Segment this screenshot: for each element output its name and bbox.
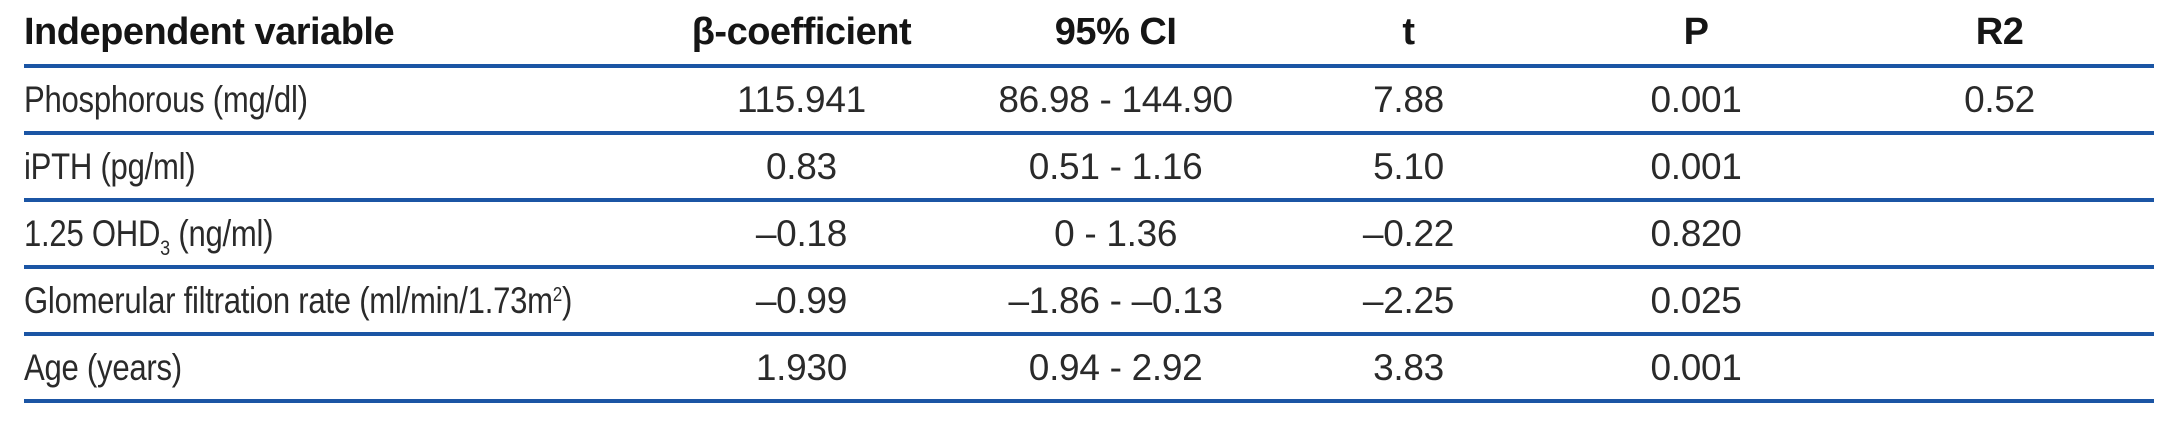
table-cell: 7.88 [1270, 66, 1547, 135]
table-cell [1845, 267, 2154, 336]
table-cell: –1.86 - –0.13 [961, 267, 1271, 336]
text-segment: (ng/ml) [169, 212, 274, 254]
table-cell: 0.820 [1546, 200, 1846, 269]
table-cell: 0 - 1.36 [961, 200, 1271, 269]
table-cell: 0.001 [1546, 66, 1846, 135]
variable-label: Glomerular filtration rate (ml/min/1.73m… [24, 280, 572, 322]
table-cell: 0.83 [641, 133, 962, 202]
column-header-independent-variable: Independent variable [24, 0, 642, 68]
table-row: Phosphorous (mg/dl) 115.941 86.98 - 144.90… [24, 66, 2154, 135]
variable-label: Phosphorous (mg/dl) [24, 78, 308, 120]
table-cell: Glomerular filtration rate (ml/min/1.73m… [24, 267, 642, 336]
superscript-text: 2 [552, 284, 563, 307]
table-cell: Age (years) [24, 334, 642, 403]
table-cell: 0.025 [1546, 267, 1846, 336]
table-cell: 5.10 [1270, 133, 1547, 202]
subscript-text: 3 [160, 236, 170, 261]
table-row: 1.25 OHD3 (ng/ml) –0.18 0 - 1.36 –0.22 0.820 [24, 200, 2154, 269]
table-cell: 0.001 [1546, 334, 1846, 403]
column-header-r2: R2 [1845, 0, 2154, 68]
column-header-beta-coefficient: β-coefficient [641, 0, 962, 68]
table-row: iPTH (pg/ml) 0.83 0.51 - 1.16 5.10 0.001 [24, 133, 2154, 202]
table-cell: iPTH (pg/ml) [24, 133, 642, 202]
table-cell: 1.930 [641, 334, 962, 403]
table-cell [1845, 334, 2154, 403]
table-header: Independent variable β-coefficient 95% C… [24, 0, 2154, 68]
table-cell: 3.83 [1270, 334, 1547, 403]
table-cell: 86.98 - 144.90 [961, 66, 1271, 135]
text-segment: ) [562, 279, 573, 321]
table-cell: 0.51 - 1.16 [961, 133, 1271, 202]
text-segment: 1.25 OHD [24, 212, 161, 254]
column-header-p: P [1546, 0, 1846, 68]
table-cell [1845, 200, 2154, 269]
table-cell: Phosphorous (mg/dl) [24, 66, 642, 135]
table-cell: –0.18 [641, 200, 962, 269]
regression-table: Independent variable β-coefficient 95% C… [24, 0, 2154, 403]
variable-label: 1.25 OHD3 (ng/ml) [24, 212, 274, 261]
table-body: Phosphorous (mg/dl) 115.941 86.98 - 144.90… [24, 66, 2154, 403]
table-cell: –2.25 [1270, 267, 1547, 336]
column-header-95-ci: 95% CI [961, 0, 1271, 68]
table-row: Glomerular filtration rate (ml/min/1.73m… [24, 267, 2154, 336]
table-cell [1845, 133, 2154, 202]
table-cell: –0.99 [641, 267, 962, 336]
table-cell: 115.941 [641, 66, 962, 135]
text-segment: Glomerular filtration rate (ml/min/1.73m [24, 279, 553, 321]
table-cell: –0.22 [1270, 200, 1547, 269]
table-cell: 0.52 [1845, 66, 2154, 135]
column-header-t: t [1270, 0, 1547, 68]
header-row: Independent variable β-coefficient 95% C… [24, 0, 2154, 68]
table-cell: 1.25 OHD3 (ng/ml) [24, 200, 642, 269]
table-row: Age (years) 1.930 0.94 - 2.92 3.83 0.001 [24, 334, 2154, 403]
variable-label: iPTH (pg/ml) [24, 145, 196, 187]
table-cell: 0.94 - 2.92 [961, 334, 1271, 403]
variable-label: Age (years) [24, 346, 182, 388]
table-cell: 0.001 [1546, 133, 1846, 202]
